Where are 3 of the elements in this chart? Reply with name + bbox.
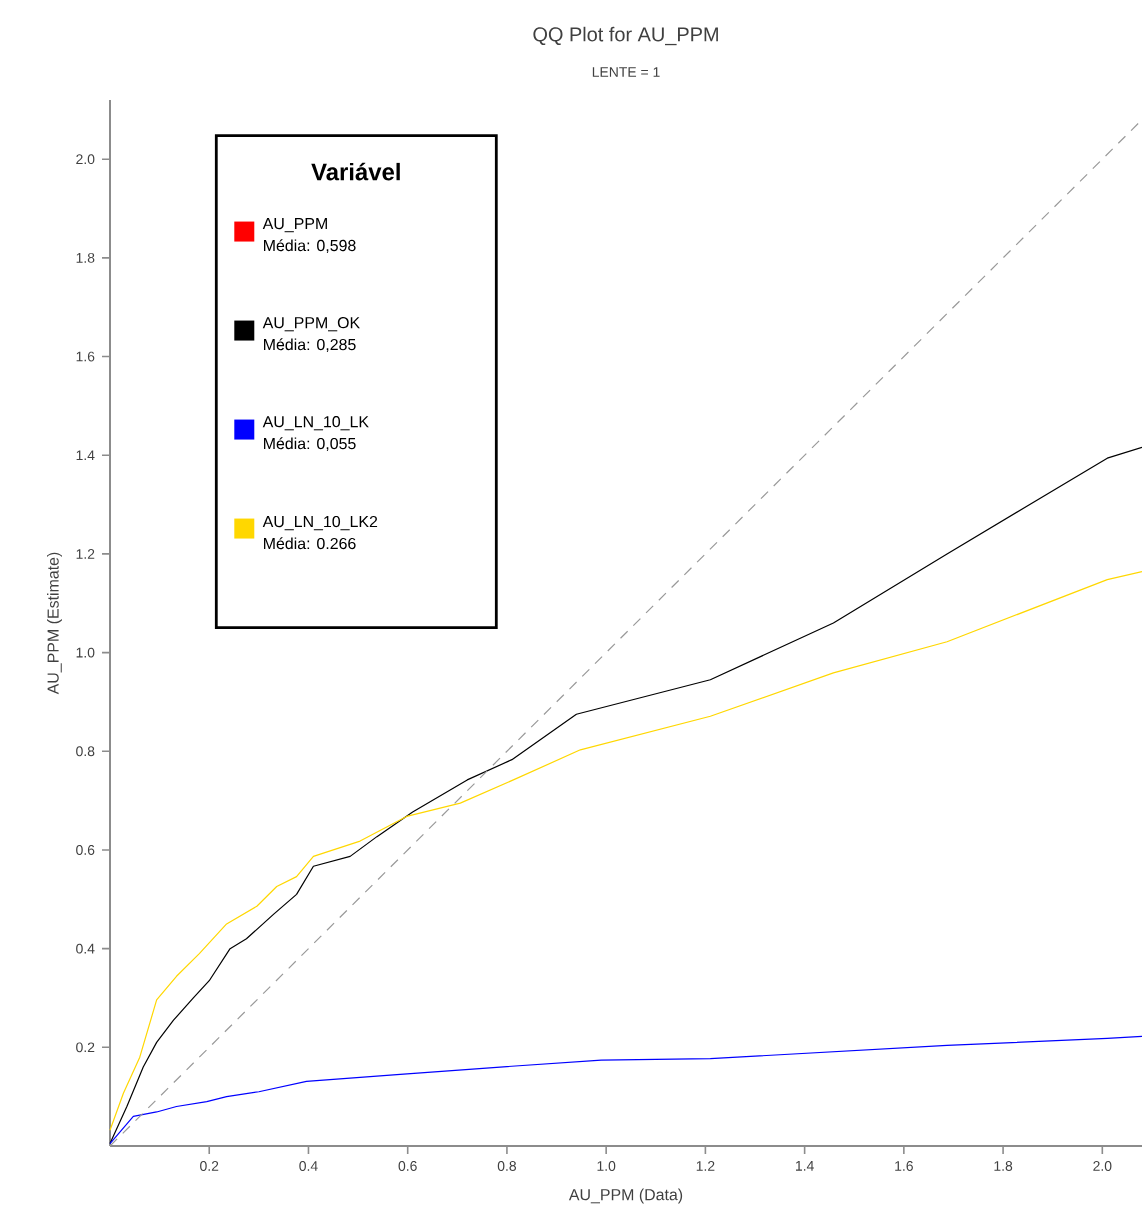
chart-title: QQ Plot for AU_PPM: [533, 26, 718, 46]
line-series: [109, 571, 1142, 1131]
legend-title: Variável: [311, 162, 400, 181]
